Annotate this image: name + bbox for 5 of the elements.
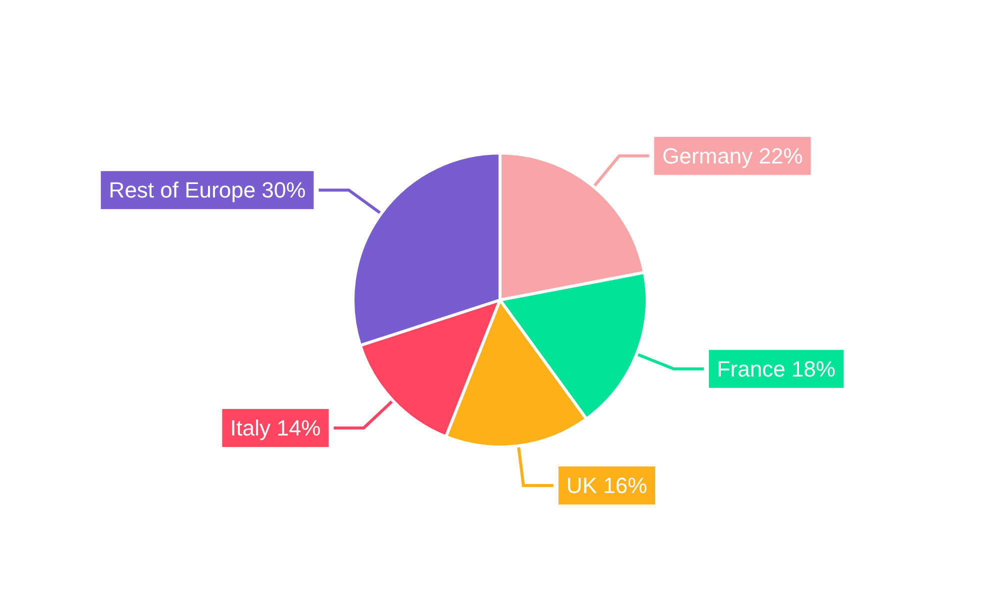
slice-label: UK 16%: [566, 473, 648, 498]
slice-label: Rest of Europe 30%: [108, 178, 306, 203]
slice-label: Italy 14%: [230, 416, 321, 441]
slice-label: France 18%: [716, 356, 836, 382]
slice-label: Germany 22%: [662, 143, 803, 168]
